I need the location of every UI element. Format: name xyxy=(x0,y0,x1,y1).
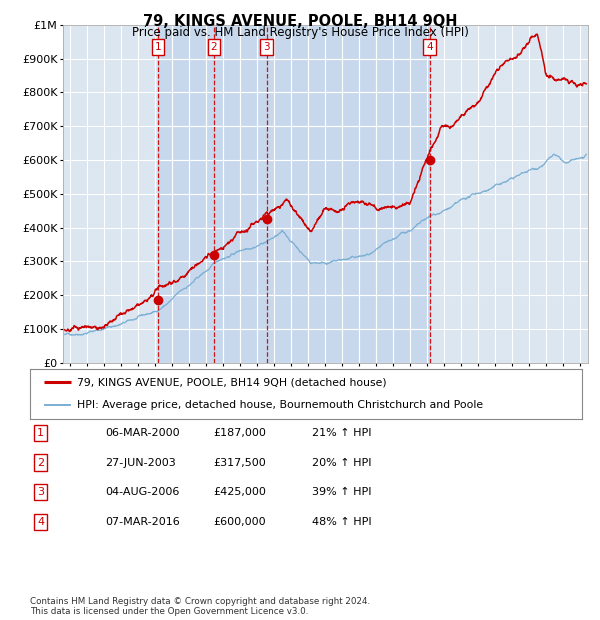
Text: 2: 2 xyxy=(37,458,44,467)
Text: 79, KINGS AVENUE, POOLE, BH14 9QH: 79, KINGS AVENUE, POOLE, BH14 9QH xyxy=(143,14,457,29)
Text: £317,500: £317,500 xyxy=(213,458,266,467)
Text: 04-AUG-2006: 04-AUG-2006 xyxy=(105,487,179,497)
Text: 39% ↑ HPI: 39% ↑ HPI xyxy=(312,487,371,497)
Text: This data is licensed under the Open Government Licence v3.0.: This data is licensed under the Open Gov… xyxy=(30,607,308,616)
Text: 1: 1 xyxy=(37,428,44,438)
Text: 3: 3 xyxy=(263,42,270,51)
Text: £600,000: £600,000 xyxy=(213,517,266,527)
Text: Price paid vs. HM Land Registry's House Price Index (HPI): Price paid vs. HM Land Registry's House … xyxy=(131,26,469,39)
Text: 27-JUN-2003: 27-JUN-2003 xyxy=(105,458,176,467)
Text: Contains HM Land Registry data © Crown copyright and database right 2024.: Contains HM Land Registry data © Crown c… xyxy=(30,597,370,606)
Text: 07-MAR-2016: 07-MAR-2016 xyxy=(105,517,180,527)
Text: 4: 4 xyxy=(37,517,44,527)
Text: 20% ↑ HPI: 20% ↑ HPI xyxy=(312,458,371,467)
Text: HPI: Average price, detached house, Bournemouth Christchurch and Poole: HPI: Average price, detached house, Bour… xyxy=(77,400,483,410)
Text: 4: 4 xyxy=(427,42,433,51)
Text: 21% ↑ HPI: 21% ↑ HPI xyxy=(312,428,371,438)
Text: 79, KINGS AVENUE, POOLE, BH14 9QH (detached house): 79, KINGS AVENUE, POOLE, BH14 9QH (detac… xyxy=(77,378,386,388)
Text: 3: 3 xyxy=(37,487,44,497)
Text: 1: 1 xyxy=(154,42,161,51)
Text: £187,000: £187,000 xyxy=(213,428,266,438)
Bar xyxy=(158,25,430,363)
Text: 48% ↑ HPI: 48% ↑ HPI xyxy=(312,517,371,527)
Text: 2: 2 xyxy=(211,42,217,51)
Text: £425,000: £425,000 xyxy=(213,487,266,497)
Text: 06-MAR-2000: 06-MAR-2000 xyxy=(105,428,179,438)
